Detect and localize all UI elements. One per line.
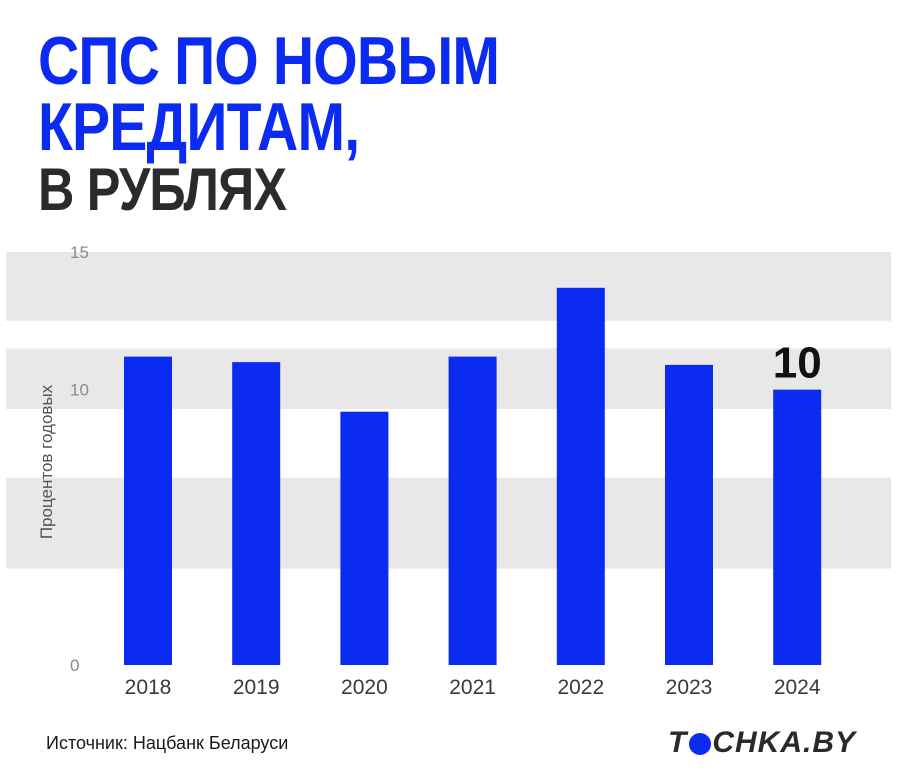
logo-text-right: CHKA.BY [712, 726, 856, 759]
bar-2019 [232, 362, 281, 665]
data-label: 10 [773, 339, 822, 388]
title-line-3: В РУБЛЯХ [38, 156, 287, 223]
x-tick-label: 2021 [449, 676, 496, 699]
bar-2022 [556, 287, 605, 665]
x-tick-label: 2024 [774, 676, 821, 699]
x-axis-categories: 2018 2019 2020 2021 2022 2023 2024 [125, 676, 821, 699]
y-axis-ticks: 0 10 15 [70, 243, 89, 675]
logo-circle-icon [689, 733, 712, 755]
title-line-2: КРЕДИТАМ, [38, 89, 360, 165]
y-tick-label: 15 [70, 243, 89, 262]
grid-band-1 [6, 252, 891, 321]
y-tick-label: 10 [70, 381, 89, 400]
title-line-1: СПС ПО НОВЫМ [38, 23, 500, 99]
source-note: Источник: Нацбанк Беларуси [46, 733, 289, 753]
x-tick-label: 2023 [666, 676, 713, 699]
bar-2024 [773, 389, 822, 665]
tochka-by-logo: T CHKA.BY [668, 724, 856, 762]
bar-2018 [124, 356, 172, 665]
bar-2021 [448, 356, 497, 665]
x-tick-label: 2018 [125, 676, 172, 699]
y-axis-label: Процентов годовых [37, 384, 56, 539]
bar-2020 [340, 411, 389, 665]
bar-2023 [665, 364, 713, 665]
x-tick-label: 2022 [557, 676, 604, 699]
x-tick-label: 2020 [341, 676, 388, 699]
data-labels: 10 [773, 339, 822, 388]
logo-text-left: T [668, 726, 688, 759]
bars [124, 287, 822, 665]
y-tick-label: 0 [70, 656, 79, 675]
x-tick-label: 2019 [233, 676, 280, 699]
